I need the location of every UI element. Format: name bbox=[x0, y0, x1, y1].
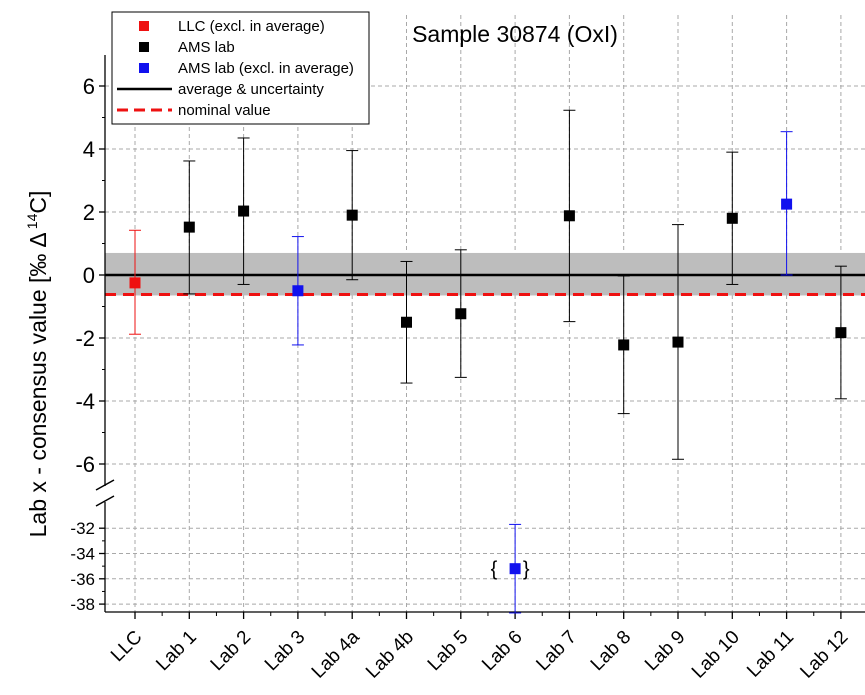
point-annotation: { } bbox=[491, 559, 540, 581]
data-point bbox=[781, 198, 793, 210]
data-points: { } bbox=[129, 109, 847, 614]
y-ticks: -6 -4 -2 0 2 4 6 -32 -34 -36 -38 bbox=[70, 74, 105, 614]
y-axis-label-main: Lab x - consensus value [ bbox=[25, 276, 51, 537]
data-point bbox=[509, 563, 521, 575]
legend-box bbox=[111, 11, 370, 125]
y-tick-label: -36 bbox=[70, 570, 95, 589]
y-axis-label: Lab x - consensus value [‰ Δ 14C] bbox=[24, 191, 51, 538]
y-axis-label-superscript: 14 bbox=[24, 213, 40, 229]
y-tick-label: -34 bbox=[70, 545, 95, 564]
data-point bbox=[238, 205, 250, 217]
y-tick-label: -32 bbox=[70, 519, 95, 538]
data-point bbox=[455, 308, 467, 320]
y-axis-label-unit: C] bbox=[25, 191, 51, 214]
y-tick-label: -6 bbox=[75, 452, 95, 477]
legend-marker bbox=[139, 63, 149, 73]
data-point bbox=[183, 221, 195, 233]
chart-title: Sample 30874 (OxI) bbox=[412, 21, 618, 47]
y-tick-label: 0 bbox=[83, 263, 95, 288]
y-tick-label: -4 bbox=[75, 389, 95, 414]
legend-marker bbox=[139, 21, 149, 31]
axes bbox=[95, 55, 865, 613]
uncertainty-band bbox=[105, 252, 865, 297]
y-tick-label: 2 bbox=[83, 200, 95, 225]
data-point bbox=[129, 277, 141, 289]
data-point bbox=[618, 339, 630, 351]
legend-label: AMS lab (excl. in average) bbox=[178, 60, 354, 77]
data-point bbox=[563, 210, 575, 222]
y-tick-label: -38 bbox=[70, 595, 95, 614]
data-point bbox=[401, 316, 412, 328]
legend-label: LLC (excl. in average) bbox=[178, 18, 325, 35]
legend-label: average & uncertainty bbox=[178, 81, 324, 98]
data-point bbox=[346, 209, 358, 221]
axis-break-mark bbox=[95, 479, 115, 491]
y-tick-label: -2 bbox=[75, 326, 95, 351]
data-point bbox=[726, 212, 738, 224]
legend: LLC (excl. in average) AMS lab AMS lab (ex… bbox=[111, 11, 370, 125]
legend-label: AMS lab bbox=[178, 39, 235, 56]
y-axis-label-delta: Δ bbox=[25, 232, 51, 247]
y-axis-label-permil: ‰ bbox=[25, 254, 51, 277]
y-tick-label: 6 bbox=[83, 74, 95, 99]
data-point bbox=[835, 327, 847, 339]
axis-break-mark bbox=[95, 495, 115, 507]
legend-label: nominal value bbox=[178, 102, 271, 119]
data-point bbox=[672, 336, 684, 348]
y-tick-label: 4 bbox=[83, 137, 95, 162]
legend-marker bbox=[139, 42, 149, 52]
data-point bbox=[292, 285, 304, 297]
